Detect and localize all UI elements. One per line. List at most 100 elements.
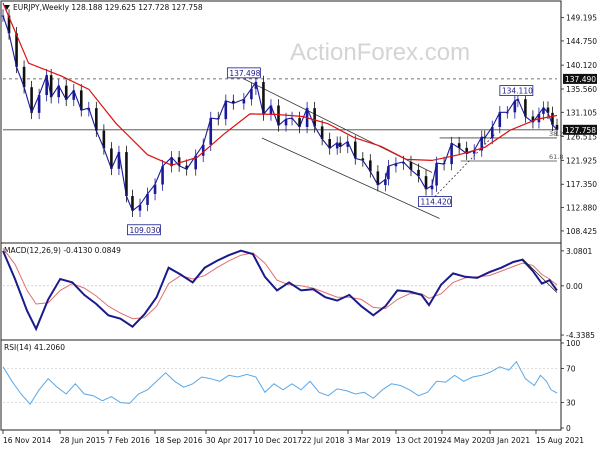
candle-body-59 — [430, 185, 434, 190]
rsi-line — [2, 360, 558, 406]
macd-pane-frame — [0, 242, 562, 341]
candle-body-38 — [284, 119, 288, 126]
x-tick-label-4: 30 Apr 2017 — [206, 436, 253, 445]
annotation-label-134.110: 134.110 — [502, 87, 533, 96]
macd-tick-label-1: 0.00 — [566, 282, 583, 291]
candle-body-78 — [551, 112, 554, 125]
rsi-tick-label-3: 0 — [566, 424, 571, 433]
candle-body-65 — [472, 150, 476, 154]
x-tick-label-9: 24 May 2020 — [442, 436, 491, 445]
price-tick-label-6: 121.925 — [566, 156, 597, 165]
candle-body-19 — [138, 204, 142, 211]
trend-channel — [243, 78, 496, 219]
candle-body-63 — [457, 143, 461, 148]
candle-body-28 — [209, 118, 213, 145]
candle-body-37 — [277, 105, 280, 126]
x-tick-label-7: 3 Mar 2019 — [348, 436, 391, 445]
annotation-box-2 — [418, 196, 452, 207]
candle-body-51 — [376, 171, 380, 186]
x-tick-label-5: 10 Dec 2017 — [254, 436, 302, 445]
annotation-label-109.030: 109.030 — [129, 226, 160, 235]
annotation-box-1 — [127, 224, 161, 236]
price-tick-label-7: 117.350 — [566, 180, 597, 189]
candle-body-62 — [450, 143, 453, 165]
candle-body-9 — [64, 85, 68, 100]
x-tick-label-3: 18 Sep 2016 — [155, 436, 203, 445]
rsi-tick-label-2: 30 — [566, 399, 576, 408]
candle-body-68 — [490, 126, 494, 138]
candle-body-48 — [353, 141, 357, 159]
last-price-box — [563, 124, 597, 135]
candle-body-13 — [95, 108, 98, 131]
candle-body-20 — [146, 193, 149, 205]
candle-body-26 — [194, 155, 197, 170]
candle-body-52 — [384, 179, 387, 186]
candle-body-27 — [201, 144, 205, 156]
candle-body-14 — [102, 130, 106, 149]
candle-body-42 — [313, 108, 316, 127]
rsi-series: 100 70 30 0 — [2, 339, 581, 433]
candle-body-45 — [335, 142, 339, 149]
candle-body-33 — [250, 88, 253, 100]
candle-body-47 — [346, 141, 350, 147]
candle-body-50 — [369, 160, 372, 172]
candle-body-10 — [72, 90, 76, 100]
level-box-137490 — [563, 73, 597, 84]
candle-body-60 — [435, 163, 438, 186]
candle-body-69 — [498, 112, 502, 127]
candle-body-79 — [555, 124, 559, 130]
candle-body-35 — [262, 81, 265, 115]
annotation-label-137.498: 137.498 — [229, 69, 260, 78]
candle-body-56 — [409, 162, 413, 170]
candle-body-57 — [417, 169, 420, 177]
x-tick-label-1: 28 Jun 2015 — [60, 436, 105, 445]
x-tick-label-11: 15 Aug 2021 — [536, 436, 584, 445]
candle-body-5 — [37, 95, 41, 113]
candle-body-58 — [424, 176, 428, 190]
price-tick-label-3: 135.560 — [566, 85, 597, 94]
rsi-tick-label-1: 70 — [566, 365, 576, 374]
price-tick-label-1: 144.750 — [566, 37, 597, 46]
price-tick-label-9: 108.425 — [566, 227, 597, 236]
collapse-triangle-icon[interactable] — [4, 5, 10, 10]
x-tick-label-6: 22 Jul 2018 — [302, 436, 345, 445]
macd-tick-label-0: 3.0801 — [566, 247, 592, 256]
candle-body-1 — [7, 15, 11, 34]
last-price-label: 127.758 — [565, 126, 596, 135]
rsi-header-text: RSI(14) 41.2060 — [4, 343, 65, 352]
x-tick-label-10: 3 Jan 2021 — [490, 436, 530, 445]
candle-body-31 — [232, 100, 235, 104]
moving-average-line — [2, 2, 558, 166]
candle-body-8 — [57, 85, 61, 98]
candle-body-64 — [465, 147, 468, 154]
x-tick-label-2: 7 Feb 2016 — [108, 436, 150, 445]
candle-body-66 — [480, 136, 484, 151]
candle-body-3 — [22, 66, 26, 88]
fib-label-38.2: 38.2 — [549, 130, 563, 138]
price-tick-label-8: 112.880 — [566, 204, 597, 213]
candle-body-30 — [224, 100, 228, 120]
candle-body-17 — [125, 152, 128, 197]
macd-tick-label-2: -4.3385 — [566, 331, 595, 340]
candle-body-46 — [338, 142, 342, 147]
candle-body-16 — [117, 152, 121, 169]
candle-body-43 — [320, 126, 324, 139]
candle-body-21 — [153, 184, 157, 194]
annotation-box-0 — [226, 67, 261, 79]
x-tick-label-8: 13 Oct 2019 — [396, 436, 443, 445]
channel-line-2 — [431, 133, 496, 200]
candle-body-22 — [161, 166, 164, 185]
macd-series: 3.0801 0.00 -4.3385 — [2, 247, 595, 340]
price-tick-label-4: 131.105 — [566, 108, 597, 117]
candle-body-40 — [298, 118, 301, 127]
price-tick-label-2: 140.120 — [566, 61, 597, 70]
candle-body-53 — [387, 166, 390, 180]
price-pane-frame — [0, 0, 562, 244]
candle-body-6 — [45, 75, 48, 96]
candle-body-18 — [131, 196, 134, 211]
y-axis: 149.195 144.750 140.120 135.560 131.105 126.5… — [561, 14, 597, 236]
candle-body-4 — [30, 87, 33, 113]
macd-trend-line — [522, 258, 558, 293]
x-tick-label-0: 16 Nov 2014 — [3, 436, 51, 445]
